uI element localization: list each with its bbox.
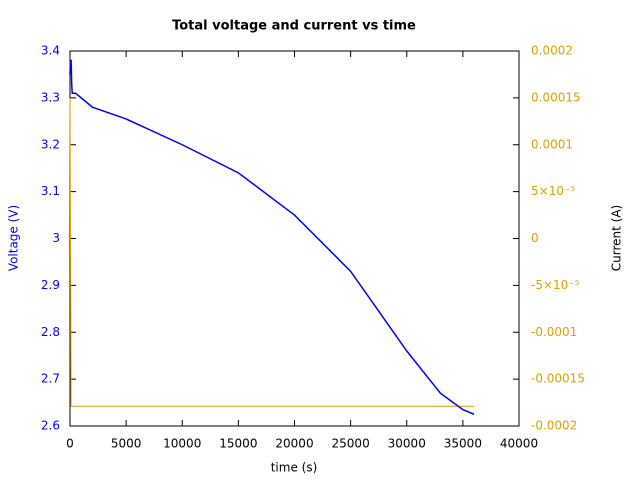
y2-tick-label: 0 bbox=[531, 231, 539, 245]
x-tick-label: 35000 bbox=[444, 437, 482, 451]
y-tick-label: 2.9 bbox=[41, 278, 60, 292]
series-line bbox=[69, 97, 475, 407]
chart-title: Total voltage and current vs time bbox=[172, 19, 416, 34]
y-tick-label: 2.6 bbox=[41, 419, 60, 433]
y2-tick-label: 0.0002 bbox=[531, 44, 573, 58]
series-line bbox=[69, 59, 475, 415]
x-tick-label: 0 bbox=[66, 437, 74, 451]
y-tick-label: 3.4 bbox=[41, 44, 60, 58]
y2-tick-label: -0.0001 bbox=[531, 325, 577, 339]
x-tick-label: 20000 bbox=[275, 437, 313, 451]
x-tick-label: 30000 bbox=[388, 437, 426, 451]
x-tick-label: 25000 bbox=[332, 437, 370, 451]
y2-axis-label: Current (A) bbox=[610, 205, 624, 271]
y2-tick-label: 0.0001 bbox=[531, 137, 573, 151]
y-axis-label: Voltage (V) bbox=[7, 205, 21, 271]
y-tick-label: 2.7 bbox=[41, 372, 60, 386]
x-tick-label: 5000 bbox=[111, 437, 142, 451]
x-axis-label: time (s) bbox=[271, 461, 318, 475]
x-tick-label: 40000 bbox=[500, 437, 538, 451]
y-tick-label: 3 bbox=[52, 231, 60, 245]
y2-tick-label: -0.0002 bbox=[531, 419, 577, 433]
y2-tick-label: -0.00015 bbox=[531, 372, 585, 386]
y2-tick-label: -5×10⁻⁵ bbox=[531, 278, 580, 292]
y2-tick-label: 0.00015 bbox=[531, 90, 581, 104]
y-tick-label: 3.3 bbox=[41, 90, 60, 104]
y-tick-label: 3.1 bbox=[41, 184, 60, 198]
x-tick-label: 15000 bbox=[219, 437, 257, 451]
y2-tick-label: 5×10⁻⁵ bbox=[531, 184, 575, 198]
y-tick-label: 2.8 bbox=[41, 325, 60, 339]
y-tick-label: 3.2 bbox=[41, 137, 60, 151]
plot-frame bbox=[69, 50, 520, 427]
x-tick-label: 10000 bbox=[163, 437, 201, 451]
